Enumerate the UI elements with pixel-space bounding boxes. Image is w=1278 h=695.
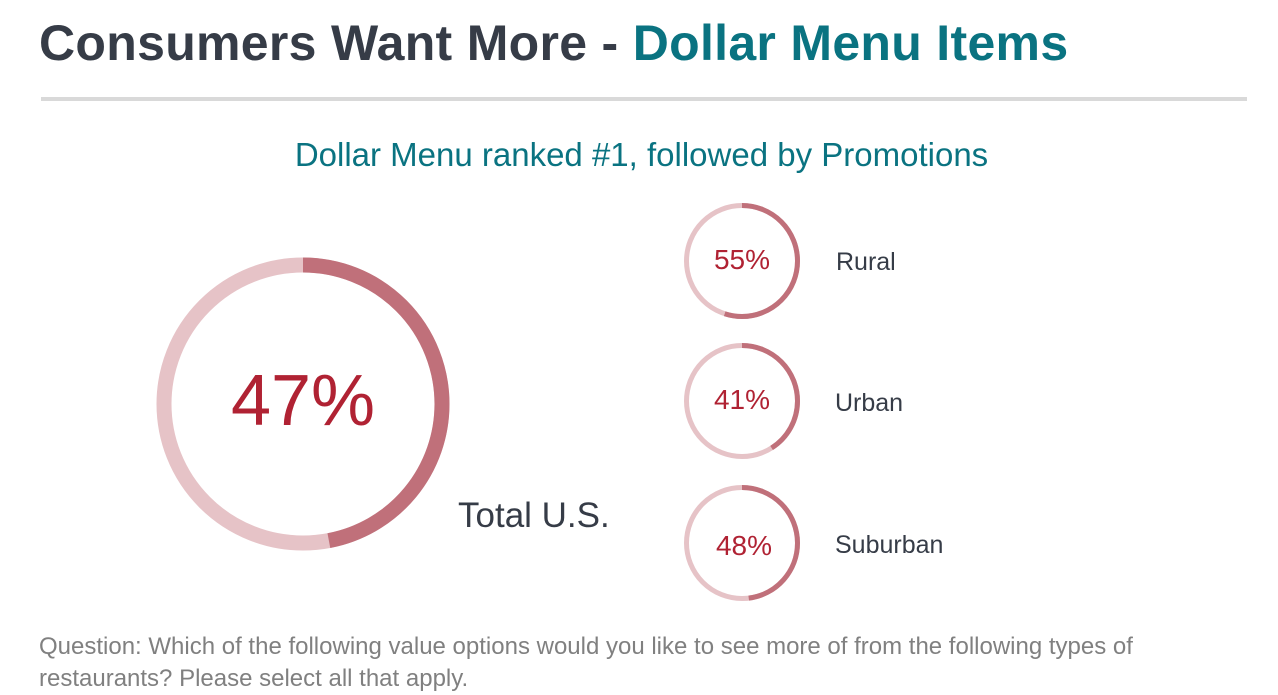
title-main: Consumers Want More - (39, 15, 633, 71)
page-title: Consumers Want More - Dollar Menu Items (39, 14, 1068, 72)
title-divider (41, 97, 1247, 101)
donut-suburban (684, 485, 800, 601)
rural-value: 55% (713, 244, 771, 275)
urban-value: 41% (713, 384, 771, 415)
title-accent: Dollar Menu Items (632, 15, 1069, 71)
donut-urban (684, 343, 800, 459)
suburban-value: 48% (715, 530, 773, 561)
urban-label: Urban (835, 389, 904, 417)
suburban-label: Suburban (835, 531, 944, 559)
survey-question: Question: Which of the following value o… (39, 633, 1133, 692)
total-label: Total U.S. (458, 496, 610, 535)
total-value: 47% (230, 361, 376, 441)
rural-label: Rural (836, 248, 896, 276)
donut-total (156, 257, 450, 551)
donut-rural (684, 203, 800, 319)
chart-subtitle: Dollar Menu ranked #1, followed by Promo… (294, 136, 989, 173)
